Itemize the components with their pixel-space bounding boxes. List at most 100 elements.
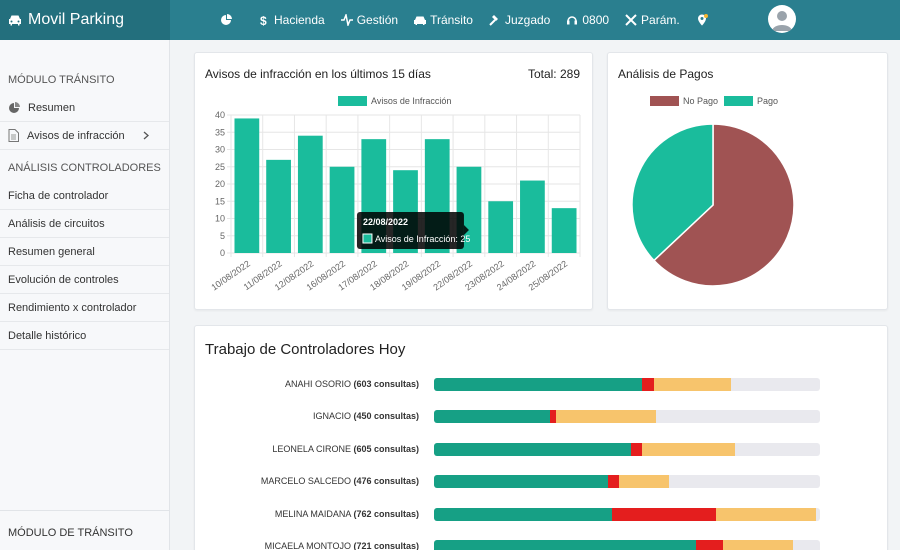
controller-label: MICAELA MONTOJO (721 consultas) xyxy=(265,541,419,550)
sidebar-section-title: MÓDULO TRÁNSITO xyxy=(8,74,115,86)
user-icon xyxy=(772,11,792,31)
nav-item-label: Tránsito xyxy=(430,13,473,27)
pagos-pie-chart: No Pago Pago xyxy=(631,96,795,287)
sidebar-item-6[interactable]: Detalle histórico xyxy=(0,322,169,350)
y-tick-label: 15 xyxy=(215,196,225,206)
activity-icon xyxy=(340,14,353,26)
controller-count: (450 consultas) xyxy=(353,411,419,422)
controller-name: IGNACIO xyxy=(312,411,351,422)
progress-segment xyxy=(434,540,697,550)
sidebar-item-1[interactable]: Ficha de controlador xyxy=(0,182,169,210)
sidebar-item-label: Rendimiento x controlador xyxy=(8,301,137,314)
sidebar-item-label: Resumen general xyxy=(8,245,95,258)
car-icon xyxy=(8,14,22,26)
progress-segment xyxy=(630,442,643,456)
pie-slice-pago[interactable] xyxy=(631,123,714,262)
controller-count: (762 consultas) xyxy=(353,508,419,519)
gavel-icon xyxy=(489,15,498,26)
progress-segment xyxy=(723,540,793,550)
y-tick-label: 20 xyxy=(215,179,225,189)
trabajo-card: Trabajo de Controladores Hoy ANAHI OSORI… xyxy=(194,325,888,550)
sidebar-item-5[interactable]: Rendimiento x controlador xyxy=(0,294,169,322)
sidebar-item-4[interactable]: Evolución de controles xyxy=(0,266,169,294)
y-tick-label: 0 xyxy=(220,248,225,258)
chart-tooltip: 22/08/2022 Avisos de Infracción: 25 xyxy=(356,212,470,249)
sidebar-item-label: Ficha de controlador xyxy=(8,189,109,202)
nav-item-par-m-[interactable]: Parám. xyxy=(625,13,680,27)
controller-count: (603 consultas) xyxy=(353,379,419,389)
sidebar-item-3[interactable]: Resumen general xyxy=(0,238,169,266)
top-bar: Movil Parking $ Hacienda Gestión Tránsito Ju… xyxy=(0,0,900,40)
nav-item-label: 0800 xyxy=(582,13,610,27)
pagos-card: Análisis de Pagos No Pago Pago xyxy=(607,52,888,310)
chart-legend: Avisos de Infracción xyxy=(338,96,451,106)
dollar-icon: $ xyxy=(260,14,267,26)
controller-count: (721 consultas) xyxy=(353,541,419,550)
progress-segment xyxy=(654,378,732,391)
nav-item-tr-nsito[interactable]: Tránsito xyxy=(414,13,473,27)
nav-item-0800[interactable]: 0800 xyxy=(566,13,609,27)
sidebar-item-2[interactable]: Análisis de circuitos xyxy=(0,210,169,238)
chevron-right-icon xyxy=(143,131,149,140)
nav-item-pie-chart[interactable] xyxy=(220,14,236,26)
nav-item-juzgado[interactable]: Juzgado xyxy=(489,13,550,27)
controller-label: ANAHI OSORIO (603 consultas) xyxy=(285,379,419,389)
nav-item-hacienda[interactable]: $ Hacienda xyxy=(258,13,325,27)
brand[interactable]: Movil Parking xyxy=(0,0,170,40)
controller-row: IGNACIO (450 consultas) xyxy=(195,410,889,424)
svg-text:$: $ xyxy=(260,14,267,26)
sidebar-item-label: Avisos de infracción xyxy=(27,129,125,142)
progress-segment xyxy=(611,507,716,521)
controller-progress-bar[interactable] xyxy=(434,378,820,391)
controller-label: LEONELA CIRONE (605 consultas) xyxy=(272,444,419,454)
controller-name: LEONELA CIRONE xyxy=(272,443,351,454)
controller-label: MARCELO SALCEDO (476 consultas) xyxy=(261,476,419,486)
sidebar-item-label: Evolución de controles xyxy=(8,273,119,286)
controller-count: (605 consultas) xyxy=(353,443,419,454)
legend-swatch xyxy=(724,96,753,106)
bar-10/08/2022 xyxy=(234,118,260,253)
controller-name: ANAHI OSORIO xyxy=(284,379,351,389)
progress-segment xyxy=(434,378,643,391)
progress-segment xyxy=(555,410,656,424)
y-tick-label: 25 xyxy=(215,162,225,172)
controller-progress-bar[interactable] xyxy=(434,442,820,456)
progress-segment xyxy=(434,410,550,424)
progress-segment xyxy=(642,378,655,391)
sidebar-item-avisos[interactable]: Avisos de infracción xyxy=(0,122,169,150)
controller-progress-bar[interactable] xyxy=(434,475,820,489)
progress-segment xyxy=(696,540,724,550)
controller-count: (476 consultas) xyxy=(353,476,419,487)
nav-item-location-pin[interactable] xyxy=(696,14,712,26)
sidebar-item-label: Resumen xyxy=(28,101,76,114)
avisos-total: Total: 289 xyxy=(527,67,580,81)
y-tick-label: 10 xyxy=(215,214,225,224)
location-pin-icon xyxy=(697,14,708,26)
trabajo-title: Trabajo de Controladores Hoy xyxy=(205,341,406,358)
progress-segment xyxy=(434,507,612,521)
controller-name: MELINA MAIDANA xyxy=(274,508,351,519)
sidebar-item-resumen[interactable]: Resumen xyxy=(0,94,169,122)
main-nav: $ Hacienda Gestión Tránsito Juzgado 0800 Parám… xyxy=(220,13,734,27)
legend-label: No Pago xyxy=(683,96,718,106)
controller-progress-bar[interactable] xyxy=(434,410,820,424)
pie-slice-no-pago[interactable] xyxy=(652,123,795,287)
tooltip-text: Avisos de Infracción: 25 xyxy=(375,234,470,244)
avisos-bar-chart: Avisos de Infracción051015202530354010/0… xyxy=(209,96,581,292)
controller-progress-bar[interactable] xyxy=(434,507,820,521)
controller-row: LEONELA CIRONE (605 consultas) xyxy=(195,442,889,457)
bar-11/08/2022 xyxy=(266,159,291,253)
user-avatar[interactable] xyxy=(768,5,796,33)
controller-row: MARCELO SALCEDO (476 consultas) xyxy=(195,475,889,489)
progress-segment xyxy=(549,410,556,424)
progress-segment xyxy=(434,442,631,456)
controller-row: MICAELA MONTOJO (721 consultas) xyxy=(195,540,889,550)
sidebar-item-label: Análisis de circuitos xyxy=(8,217,105,230)
controller-progress-bar[interactable] xyxy=(434,540,820,550)
brand-title: Movil Parking xyxy=(28,11,125,28)
avisos-card: Avisos de infracción en los últimos 15 d… xyxy=(194,52,593,310)
progress-segment xyxy=(619,475,670,489)
nav-item-gesti-n[interactable]: Gestión xyxy=(340,13,398,27)
y-tick-label: 35 xyxy=(215,127,225,137)
avisos-title: Avisos de infracción en los últimos 15 d… xyxy=(205,67,431,81)
